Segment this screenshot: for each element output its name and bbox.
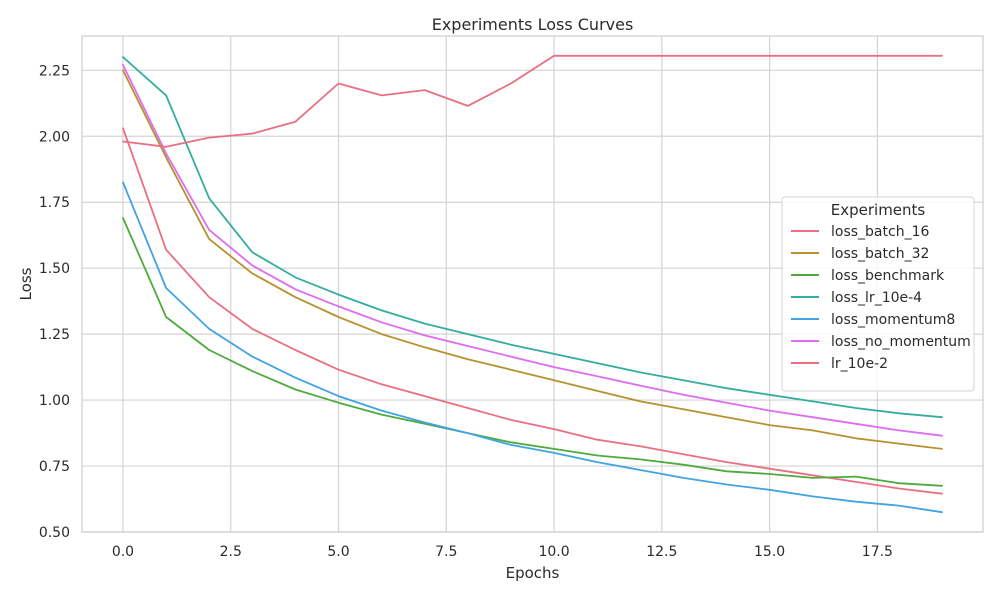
x-tick-label: 7.5 (435, 544, 457, 560)
legend-title: Experiments (831, 201, 926, 219)
y-tick-label: 0.50 (39, 525, 70, 541)
legend-label-loss_batch_16: loss_batch_16 (831, 224, 929, 240)
plot-frame (81, 35, 984, 533)
x-tick-label: 12.5 (646, 544, 677, 560)
legend-label-loss_momentum8: loss_momentum8 (831, 312, 955, 328)
ticks-layer: 0.0 2.5 5.0 7.5 10.0 12.5 15.0 17.5 0.50 0.75 1.00… (39, 63, 893, 560)
y-tick-label: 1.00 (39, 393, 70, 409)
x-tick-label: 17.5 (862, 544, 893, 560)
y-tick-label: 1.25 (39, 327, 70, 343)
y-axis-label: Loss (17, 267, 35, 300)
legend-label-loss_batch_32: loss_batch_32 (831, 246, 929, 262)
series-line-loss_momentum8 (122, 181, 943, 514)
series-line-lr_10e-2 (122, 54, 943, 148)
y-tick-label: 2.00 (39, 129, 70, 145)
x-tick-label: 15.0 (754, 544, 785, 560)
y-tick-label: 2.25 (39, 63, 70, 79)
series-line-loss_batch_32 (122, 69, 943, 450)
y-tick-label: 0.75 (39, 459, 70, 475)
series-layer (122, 54, 943, 514)
x-tick-label: 10.0 (538, 544, 569, 560)
x-axis-label: Epochs (506, 564, 560, 582)
legend-box (781, 196, 975, 392)
x-tick-label: 2.5 (220, 544, 242, 560)
legend-label-loss_lr_10e-4: loss_lr_10e-4 (831, 290, 922, 306)
legend: Experiments loss_batch_16loss_batch_32lo… (781, 196, 975, 392)
legend-label-lr_10e-2: lr_10e-2 (831, 356, 888, 372)
x-tick-label: 0.0 (112, 544, 134, 560)
y-tick-label: 1.50 (39, 261, 70, 277)
chart-title: Experiments Loss Curves (432, 15, 634, 34)
legend-label-loss_no_momentum: loss_no_momentum (831, 334, 971, 350)
y-tick-label: 1.75 (39, 195, 70, 211)
series-line-loss_benchmark (122, 217, 943, 487)
axis-layer (81, 35, 984, 533)
x-tick-label: 5.0 (327, 544, 349, 560)
legend-items: loss_batch_16 loss_batch_32 loss_benchmark… (791, 224, 971, 372)
series-line-loss_batch_16 (122, 127, 943, 495)
series-line-loss_no_momentum (122, 64, 943, 437)
legend-label-loss_benchmark: loss_benchmark (831, 268, 945, 284)
series-line-loss_lr_10e-4 (122, 56, 943, 419)
